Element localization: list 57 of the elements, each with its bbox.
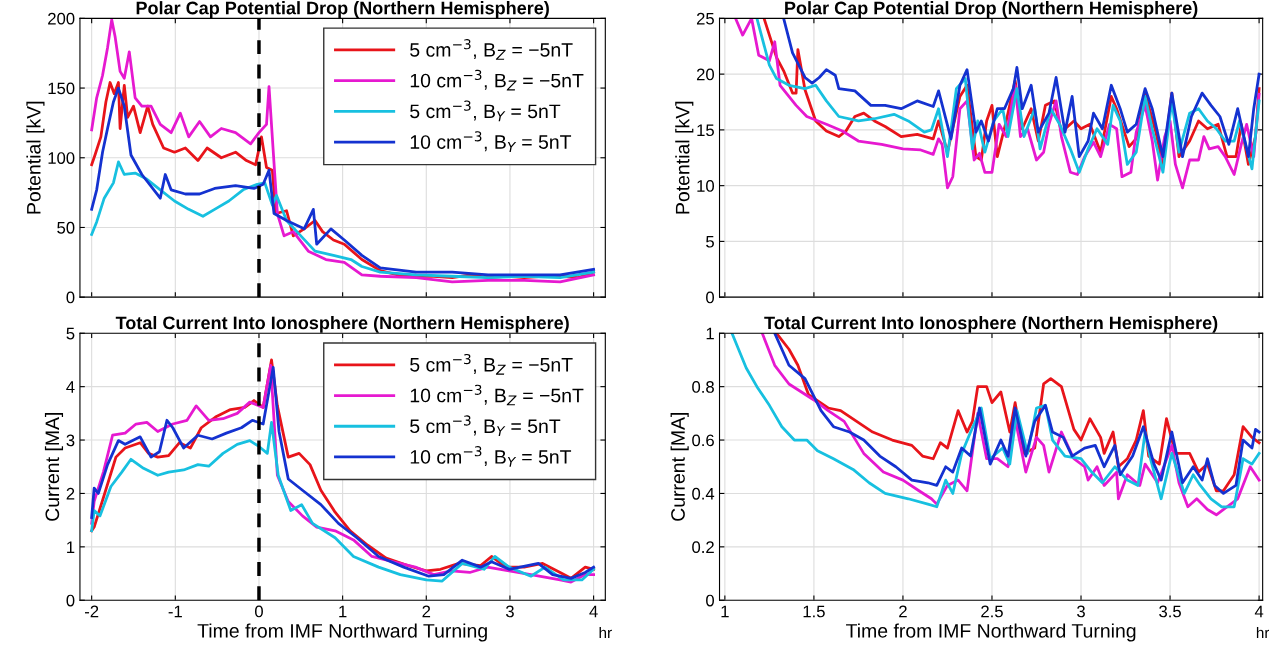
chart-title: Total Current Into Ionosphere (Northern Hemisphere) <box>764 316 1218 333</box>
y-axis-title: Potential [kV] <box>675 101 694 214</box>
x-tick-label: 4 <box>1254 605 1264 618</box>
text: hr <box>599 626 612 639</box>
y-tick-label: 1 <box>706 327 714 340</box>
x-tick-label: 2 <box>422 605 431 618</box>
chart-title: Total Current Into Ionosphere (Northern Hemisphere) <box>115 316 569 333</box>
chart-title: Polar Cap Potential Drop (Northern Hemisphere) <box>136 1 549 18</box>
y-tick-label: 10 <box>697 180 715 192</box>
legend-label: 5 cm$^{−3}$, B$_{Z}$ = −5nT <box>410 353 573 375</box>
legend-label: 5 cm$^{−3}$, B$_{Y}$ = 5nT <box>410 100 561 122</box>
y-tick-label: 0 <box>66 594 75 607</box>
x-tick-label: 2.5 <box>981 605 1003 618</box>
x-tick-label: 4 <box>589 605 598 618</box>
y-tick-label: 0.6 <box>692 434 714 447</box>
x-tick-label: -2 <box>84 605 99 618</box>
y-tick-label: 5 <box>66 327 75 340</box>
legend-label: 5 cm$^{−3}$, B$_{Y}$ = 5nT <box>410 415 561 437</box>
y-tick-label: 0.2 <box>692 541 714 554</box>
y-tick-label: 0.4 <box>692 487 715 500</box>
y-tick-label: 1 <box>67 541 75 553</box>
y-tick-label: 20 <box>696 68 715 81</box>
y-tick-label: 4 <box>66 381 75 393</box>
x-tick-label: 3.5 <box>1159 605 1181 618</box>
x-tick-label: 1 <box>721 605 729 618</box>
x-tick-label: 1 <box>339 605 347 618</box>
legend-label: 10 cm$^{−3}$, B$_{Y}$ = 5nT <box>410 446 572 467</box>
x-axis-title: Time from IMF Northward Turning <box>846 623 1136 642</box>
x-tick-label: 1.5 <box>803 605 825 618</box>
y-tick-label: 2 <box>66 487 75 500</box>
y-axis-title: Current [MA] <box>44 413 64 521</box>
legend-label: 10 cm$^{−3}$, B$_{Z}$ = −5nT <box>410 384 584 406</box>
chart-title: Polar Cap Potential Drop (Northern Hemisphere) <box>785 1 1198 18</box>
x-tick-label: 3 <box>1077 605 1085 618</box>
y-tick-label: 100 <box>48 152 75 164</box>
text: hr <box>1256 626 1269 639</box>
y-axis-title: Potential [kV] <box>26 101 45 214</box>
x-tick-label: 2 <box>899 605 907 618</box>
y-tick-label: 15 <box>697 124 714 137</box>
x-tick-label: -1 <box>168 605 182 618</box>
y-tick-label: 0.8 <box>692 381 714 393</box>
y-tick-label: 200 <box>48 12 75 25</box>
y-tick-label: 3 <box>66 434 75 447</box>
y-tick-label: 5 <box>706 235 714 248</box>
legend-label: 5 cm$^{−3}$, B$_{Z}$ = −5nT <box>410 39 573 60</box>
y-axis-title: Current [MA] <box>670 413 689 521</box>
y-tick-label: 0 <box>66 291 75 304</box>
y-tick-label: 0 <box>706 291 715 304</box>
x-axis-title: Time from IMF Northward Turning <box>197 623 487 642</box>
legend-label: 10 cm$^{−3}$, B$_{Y}$ = 5nT <box>410 131 572 152</box>
y-tick-label: 150 <box>48 82 75 95</box>
y-tick-label: 50 <box>57 221 75 234</box>
y-tick-label: 0 <box>706 594 715 607</box>
legend-label: 10 cm$^{−3}$, B$_{Z}$ = −5nT <box>410 69 584 91</box>
x-tick-label: 3 <box>505 605 514 618</box>
x-tick-label: 0 <box>254 605 263 618</box>
y-tick-label: 25 <box>696 12 714 25</box>
